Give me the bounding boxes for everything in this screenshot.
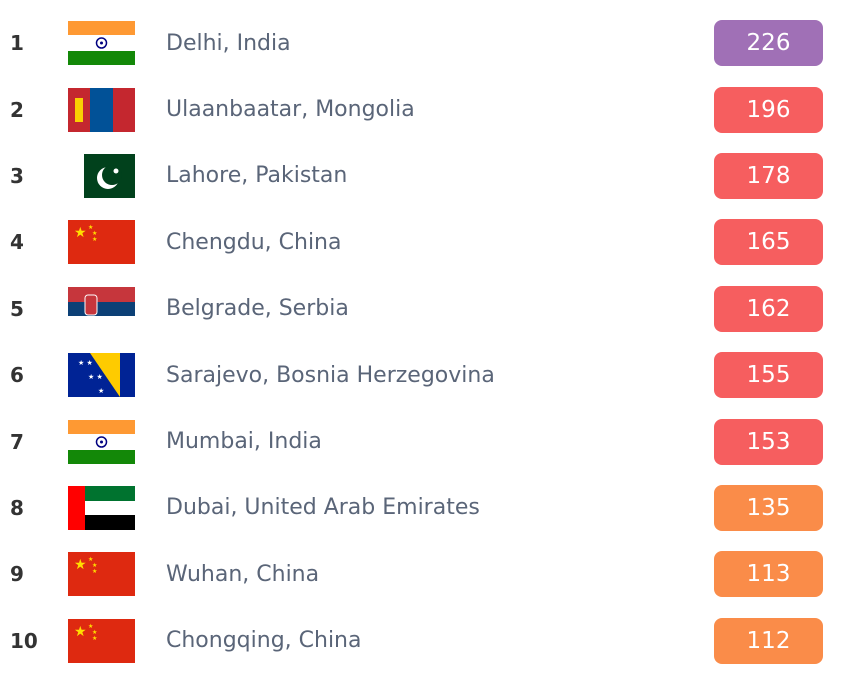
- rank: 6: [10, 363, 24, 388]
- mongolia-flag-icon: [68, 87, 135, 132]
- city-row[interactable]: 9 ★ ★ ★ ★ Wuhan, China 113: [0, 541, 850, 607]
- svg-text:★: ★: [92, 635, 97, 642]
- rank: 4: [10, 230, 24, 255]
- svg-text:★: ★: [98, 387, 104, 395]
- serbia-flag-icon: [68, 286, 135, 331]
- bosnia-flag-icon: ★ ★ ★ ★ ★: [68, 353, 135, 398]
- aqi-badge: 226: [714, 20, 823, 67]
- svg-text:★: ★: [92, 568, 97, 575]
- rank: 9: [10, 562, 24, 587]
- india-flag-icon: [68, 21, 135, 66]
- aqi-badge: 113: [714, 551, 823, 598]
- rank: 8: [10, 495, 24, 520]
- rank: 1: [10, 31, 24, 56]
- aqi-badge: 155: [714, 352, 823, 399]
- city-name[interactable]: Sarajevo, Bosnia Herzegovina: [166, 362, 495, 388]
- svg-text:★ ★: ★ ★: [78, 359, 93, 367]
- city-row[interactable]: 7 Mumbai, India 153: [0, 408, 850, 474]
- rank: 7: [10, 429, 24, 454]
- svg-text:★: ★: [74, 225, 87, 241]
- svg-text:★: ★: [92, 230, 97, 237]
- city-row[interactable]: 2 Ulaanbaatar, Mongolia 196: [0, 76, 850, 142]
- rank: 10: [10, 628, 38, 653]
- city-row[interactable]: 1 Delhi, India 226: [0, 10, 850, 76]
- svg-text:★: ★: [88, 623, 93, 630]
- city-name[interactable]: Ulaanbaatar, Mongolia: [166, 97, 415, 123]
- aqi-badge: 153: [714, 418, 823, 465]
- china-flag-icon: ★ ★★★: [68, 552, 135, 597]
- aqi-badge: 165: [714, 219, 823, 266]
- svg-text:★: ★: [74, 557, 87, 573]
- svg-text:★: ★: [74, 624, 87, 640]
- city-row[interactable]: 3 Lahore, Pakistan 178: [0, 143, 850, 209]
- city-row[interactable]: 10 ★ ★ ★ ★ Chongqing, China 112: [0, 608, 850, 674]
- pakistan-flag-icon: [84, 153, 135, 198]
- rank: 2: [10, 97, 24, 122]
- aqi-badge: 135: [714, 484, 823, 531]
- city-name[interactable]: Delhi, India: [166, 30, 291, 56]
- uae-flag-icon: [68, 485, 135, 530]
- city-name[interactable]: Dubai, United Arab Emirates: [166, 495, 480, 521]
- aqi-badge: 162: [714, 285, 823, 332]
- city-row[interactable]: 8 Dubai, United Arab Emirates 135: [0, 475, 850, 541]
- city-name[interactable]: Chengdu, China: [166, 229, 342, 255]
- city-row[interactable]: 5 Belgrade, Serbia 162: [0, 276, 850, 342]
- svg-text:★: ★: [88, 224, 93, 231]
- city-name[interactable]: Belgrade, Serbia: [166, 296, 349, 322]
- city-row[interactable]: 4 ★ ★ ★ ★ Chengdu, China 165: [0, 209, 850, 275]
- india-flag-icon: [68, 419, 135, 464]
- aqi-badge: 178: [714, 152, 823, 199]
- city-name[interactable]: Wuhan, China: [166, 561, 320, 587]
- rank: 5: [10, 296, 24, 321]
- city-name[interactable]: Lahore, Pakistan: [166, 163, 348, 189]
- rank: 3: [10, 163, 24, 188]
- aqi-badge: 196: [714, 86, 823, 133]
- china-flag-icon: ★ ★★★: [68, 220, 135, 265]
- city-row[interactable]: 6 ★ ★ ★ ★ ★ Sarajevo, Bosnia Herzegovina 1…: [0, 342, 850, 408]
- china-flag-icon: ★ ★★★: [68, 618, 135, 663]
- svg-text:★: ★: [88, 556, 93, 563]
- svg-text:★ ★: ★ ★: [88, 373, 103, 381]
- svg-text:★: ★: [92, 629, 97, 636]
- svg-text:★: ★: [92, 562, 97, 569]
- city-ranking-list: 1 Delhi, India 226 2 Ulaanbaatar, Mongoli…: [0, 10, 850, 674]
- city-name[interactable]: Chongqing, China: [166, 628, 362, 654]
- svg-text:★: ★: [92, 236, 97, 243]
- aqi-badge: 112: [714, 617, 823, 664]
- city-name[interactable]: Mumbai, India: [166, 429, 322, 455]
